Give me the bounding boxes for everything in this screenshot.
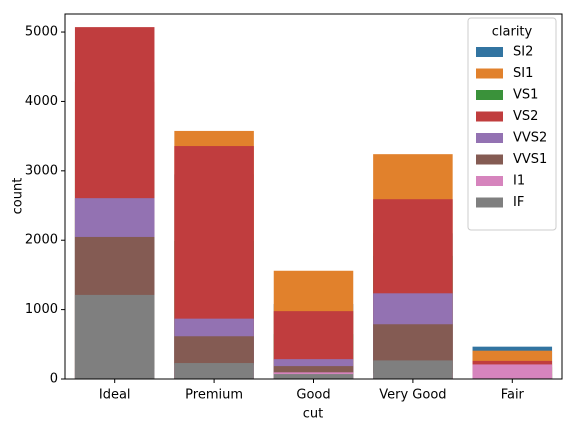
axes-frame <box>64 13 563 380</box>
legend-swatch <box>476 47 503 57</box>
y-axis-label: count <box>11 178 26 215</box>
x-tick-label: Good <box>296 388 330 403</box>
legend-label: VVS1 <box>513 152 547 167</box>
x-tick-label: Premium <box>185 388 243 403</box>
legend-swatch <box>476 197 503 208</box>
legend-label: VVS2 <box>513 131 547 146</box>
legend-label: SI1 <box>513 66 533 81</box>
legend-swatch <box>476 176 503 186</box>
y-tick-label: 0 <box>50 372 58 387</box>
bar <box>472 364 553 379</box>
legend-label: VS1 <box>513 88 538 103</box>
y-tick-label: 4000 <box>25 94 58 109</box>
bar <box>74 294 155 379</box>
legend-label: VS2 <box>513 109 538 124</box>
x-tick-label: Very Good <box>379 388 446 403</box>
legend-label: I1 <box>513 174 525 189</box>
bar <box>373 360 453 379</box>
legend-swatch <box>476 133 503 143</box>
legend-swatch <box>476 111 503 122</box>
legend-label: SI2 <box>513 45 533 60</box>
legend-title: clarity <box>492 25 533 40</box>
legend-swatch <box>476 68 503 79</box>
bar <box>273 374 354 379</box>
legend-label: IF <box>513 195 524 210</box>
y-tick-label: 1000 <box>25 302 58 317</box>
x-axis-label: cut <box>303 407 323 422</box>
y-tick-label: 3000 <box>25 163 58 178</box>
bar <box>174 363 254 379</box>
y-tick-label: 2000 <box>25 233 58 248</box>
legend-swatch <box>476 154 503 165</box>
x-tick-label: Ideal <box>99 388 131 403</box>
x-tick-label: Fair <box>501 388 525 403</box>
legend-swatch <box>476 90 503 100</box>
y-tick-label: 5000 <box>25 25 58 40</box>
